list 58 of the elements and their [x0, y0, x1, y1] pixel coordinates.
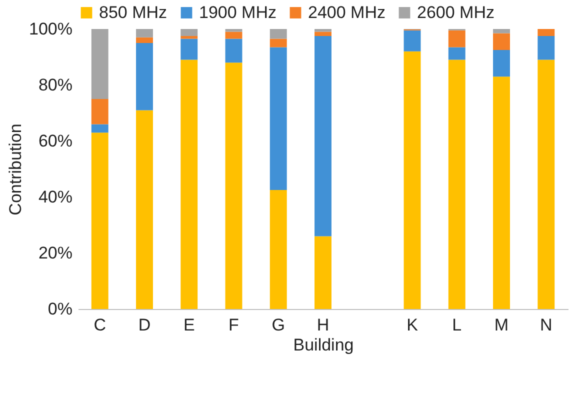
bar [225, 32, 242, 39]
legend-label: 2600 MHz [417, 2, 494, 22]
x-tick-label: K [406, 316, 419, 334]
bar [314, 236, 332, 309]
bar [493, 29, 510, 34]
x-tick-label: F [228, 316, 239, 334]
bar [136, 43, 153, 110]
bar [314, 29, 332, 32]
bar [270, 38, 287, 48]
bar [136, 110, 153, 309]
x-tick-label: G [272, 316, 285, 334]
y-tick-label: 20% [38, 244, 72, 262]
bar [270, 190, 287, 309]
x-tick-label: M [494, 316, 509, 334]
bar [404, 51, 421, 309]
bar [91, 29, 108, 99]
bar [225, 62, 242, 309]
y-tick-label: 60% [38, 132, 72, 150]
bar [225, 38, 242, 63]
bar [180, 38, 198, 60]
bar [270, 29, 287, 39]
bar [538, 36, 555, 60]
bar [91, 124, 108, 133]
bar [180, 60, 198, 309]
bar [314, 32, 332, 36]
bar [493, 50, 510, 77]
y-tick-label: 100% [29, 20, 72, 38]
legend-label: 850 MHz [99, 2, 168, 22]
x-tick-label: N [540, 316, 552, 334]
x-tick-label: H [316, 316, 330, 334]
bar [493, 76, 510, 309]
x-tick-label: D [138, 316, 151, 334]
bar [270, 47, 287, 190]
bar [180, 36, 198, 39]
bar [538, 29, 555, 36]
bar [136, 37, 153, 43]
bar [448, 30, 466, 48]
x-tick-label: C [94, 316, 106, 334]
y-axis-title: Contribution [6, 124, 26, 216]
bar [448, 60, 466, 309]
bar [180, 29, 198, 36]
bar [493, 33, 510, 50]
bar [225, 29, 242, 32]
bar [91, 99, 108, 124]
bar [448, 47, 466, 60]
legend-label: 2400 MHz [308, 2, 386, 22]
x-tick-label: L [452, 316, 462, 334]
bar [314, 36, 332, 236]
x-tick-label: E [183, 316, 195, 334]
legend-label: 1900 MHz [199, 2, 276, 22]
y-tick-label: 40% [38, 188, 72, 206]
bar [538, 60, 555, 309]
bar [136, 29, 153, 38]
y-tick-label: 0% [48, 300, 72, 318]
x-axis-title: Building [293, 336, 354, 354]
bar [404, 30, 421, 52]
y-tick-label: 80% [38, 76, 72, 94]
bar [91, 132, 108, 309]
